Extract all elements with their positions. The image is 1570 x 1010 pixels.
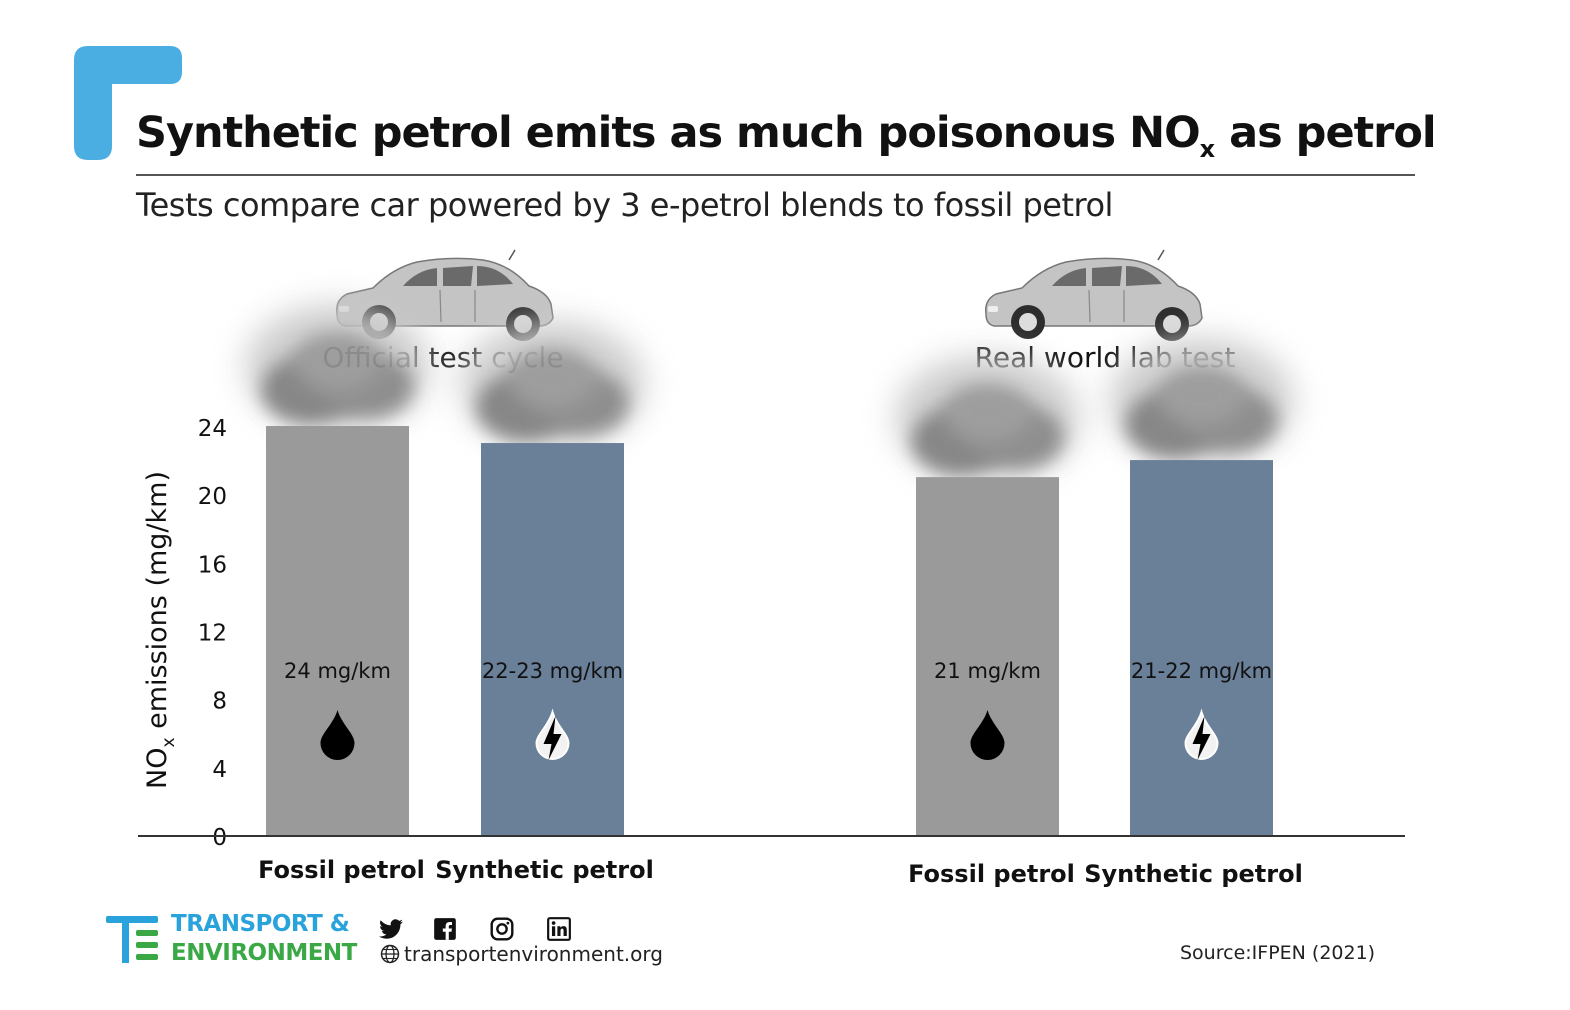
y-tick-label: 20: [198, 484, 227, 510]
category-label: Synthetic petrol: [1084, 860, 1303, 888]
category-label: Fossil petrol: [908, 860, 1075, 888]
bar-synthetic: [1130, 460, 1273, 835]
bar-value-label: 21 mg/km: [934, 659, 1041, 683]
title-divider: [136, 174, 1415, 176]
facebook-icon[interactable]: [432, 916, 458, 942]
website-text: transportenvironment.org: [404, 942, 663, 966]
page-title: Synthetic petrol emits as much poisonous…: [136, 108, 1437, 163]
y-tick-label: 12: [198, 621, 227, 647]
oil-drop-icon: [970, 710, 1005, 760]
te-logo-mark: [106, 916, 158, 963]
smoke-puff: [293, 332, 382, 392]
source-note: Source:IFPEN (2021): [1180, 942, 1376, 964]
instagram-icon[interactable]: [489, 916, 515, 942]
electric-drop-icon: [1184, 708, 1219, 760]
smoke-puff: [943, 383, 1032, 444]
category-label: Fossil petrol: [258, 856, 425, 884]
lightning-bolt: [543, 716, 562, 760]
bar-fossil: [266, 426, 409, 835]
car-icon: [984, 249, 1203, 342]
logo-text-environment: ENVIRONMENT: [171, 940, 357, 966]
y-tick-label: 16: [198, 552, 227, 578]
logo-text-transport: TRANSPORT &: [171, 911, 350, 937]
category-label: Synthetic petrol: [435, 856, 654, 884]
brand-corner-mark: [74, 46, 182, 160]
globe-icon: [380, 944, 400, 964]
oil-drop-icon: [320, 710, 355, 760]
smoke-cloud: [895, 355, 1080, 480]
bar-value-label: 24 mg/km: [284, 659, 391, 683]
y-tick-label: 8: [212, 689, 227, 715]
y-tick-label: 24: [198, 416, 227, 442]
bar-value-label: 21-22 mg/km: [1131, 659, 1272, 683]
smoke-puff: [508, 349, 597, 410]
page-subtitle: Tests compare car powered by 3 e-petrol …: [136, 186, 1113, 224]
bar-synthetic: [481, 443, 624, 835]
website-link[interactable]: transportenvironment.org: [380, 942, 663, 966]
y-axis-title: NOx emissions (mg/km): [142, 471, 179, 789]
smoke-puff: [1157, 366, 1246, 427]
linkedin-icon[interactable]: [546, 916, 572, 942]
electric-drop-icon: [535, 708, 570, 760]
title-subscript: x: [1199, 135, 1216, 163]
smoke-cloud: [245, 304, 430, 428]
y-tick-label: 0: [212, 825, 227, 851]
smoke-cloud: [1109, 338, 1294, 463]
twitter-icon[interactable]: [378, 916, 404, 942]
bar-fossil: [916, 477, 1059, 835]
y-tick-label: 4: [212, 757, 227, 783]
bar-value-label: 22-23 mg/km: [482, 659, 623, 683]
lightning-bolt: [1192, 716, 1211, 760]
smoke-cloud: [460, 321, 645, 446]
